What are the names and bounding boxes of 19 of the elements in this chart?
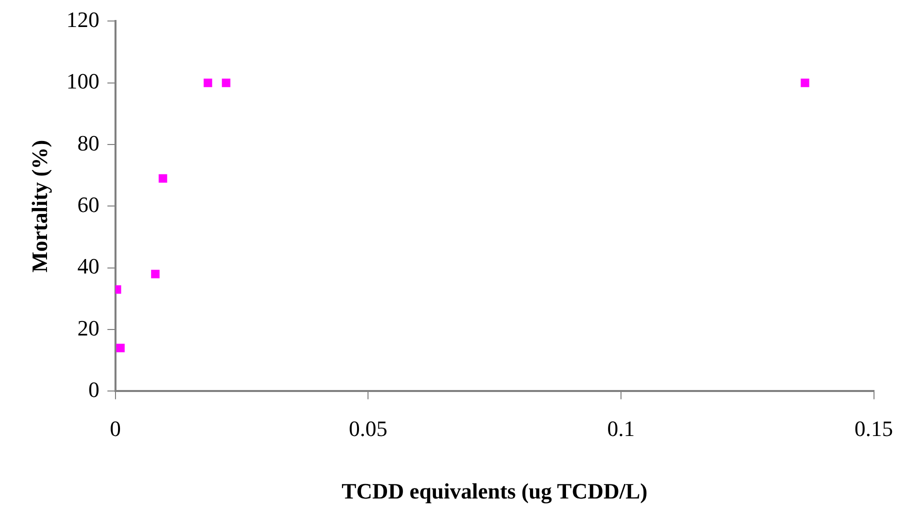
y-tick-label: 60	[77, 192, 100, 217]
y-tick-label: 20	[77, 315, 100, 340]
x-tick-label: 0.15	[854, 416, 893, 442]
point	[222, 78, 230, 88]
y-tick-label: 120	[66, 6, 100, 32]
x-tick-label: 0	[110, 416, 121, 442]
y-tick-label: 0	[88, 376, 100, 402]
point	[800, 78, 810, 88]
x-tick-label: 0.05	[348, 416, 388, 442]
point	[116, 344, 125, 352]
y-tick-label: 100	[66, 68, 100, 94]
point	[151, 270, 160, 278]
x-tick-label: 0.1	[607, 416, 635, 442]
y-axis-title: Mortality (%)	[26, 140, 52, 272]
point	[158, 174, 168, 183]
point	[204, 78, 212, 88]
y-tick-label: 80	[77, 130, 100, 156]
y-tick-label: 40	[77, 254, 100, 279]
x-axis-title: TCDD equivalents (ug TCDD/L)	[342, 478, 648, 504]
